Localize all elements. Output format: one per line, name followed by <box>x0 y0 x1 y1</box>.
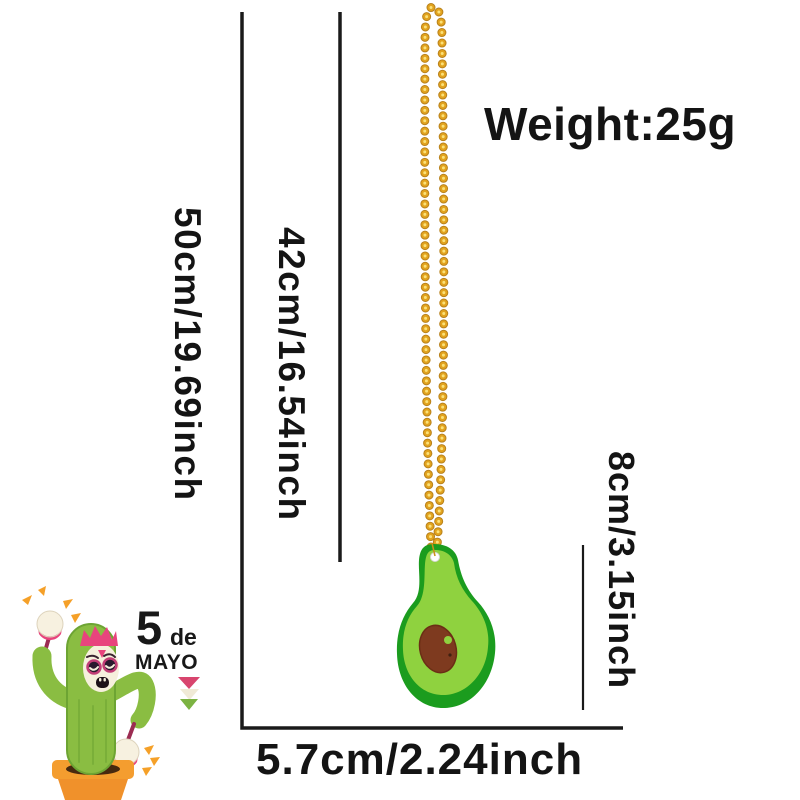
chain-drop-length-label: 42cm/16.54inch <box>271 227 312 522</box>
confetti-marks <box>22 586 160 776</box>
confetti-icon <box>22 595 32 605</box>
confetti-icon <box>150 757 160 766</box>
right-eyebrow <box>103 653 116 658</box>
maraca-ball <box>113 739 139 765</box>
tooth <box>103 678 106 682</box>
maraca-ball-outline <box>36 610 64 638</box>
logo-mayo-text: MAYO <box>135 651 199 674</box>
flag-triangle-cream <box>180 689 199 700</box>
necklace-length-label: 50cm/19.69inch <box>167 207 208 502</box>
right-eye <box>102 657 118 673</box>
chain-bead-highlight <box>423 5 446 549</box>
logo-de-text: de <box>170 624 197 650</box>
maraca-ball <box>37 611 63 637</box>
chain-connector-thread <box>431 542 436 557</box>
cactus-trunk-ridges <box>78 699 107 765</box>
maraca-left <box>36 610 64 650</box>
pit-cutout-dot <box>444 636 452 644</box>
pot-body <box>58 779 128 800</box>
left-eye <box>86 659 102 675</box>
confetti-icon <box>38 586 46 596</box>
left-eye-smile <box>89 666 99 671</box>
flag-triangle-green <box>180 699 198 710</box>
flag-triangle-pink <box>178 677 200 689</box>
pendant-width-label: 5.7cm/2.24inch <box>256 735 584 784</box>
pendant-height-label: 8cm/3.15inch <box>601 451 642 690</box>
confetti-icon <box>144 745 154 755</box>
dimension-lines <box>240 12 623 730</box>
tooth <box>99 678 102 682</box>
pit-speck <box>448 653 452 657</box>
logo-number-5: 5 <box>136 601 162 654</box>
confetti-icon <box>142 767 152 776</box>
weight-label: Weight:25g <box>484 98 737 150</box>
right-eye-smile <box>105 664 115 669</box>
confetti-icon <box>71 613 81 623</box>
bead-chain <box>420 2 449 552</box>
avocado-inner-felt <box>402 550 489 696</box>
left-eyebrow <box>86 654 99 659</box>
maraca-handle <box>126 722 136 742</box>
confetti-icon <box>63 599 73 609</box>
dimension-line-necklace-and-width <box>240 12 623 730</box>
forehead-mark <box>98 650 106 658</box>
skull-face <box>83 644 119 692</box>
avocado-pendant <box>396 542 496 709</box>
mouth <box>96 677 109 688</box>
maraca-band <box>37 627 63 641</box>
flower-crown <box>80 626 118 646</box>
cinco-de-mayo-logo <box>22 586 200 800</box>
cactus-right-arm <box>101 671 156 729</box>
